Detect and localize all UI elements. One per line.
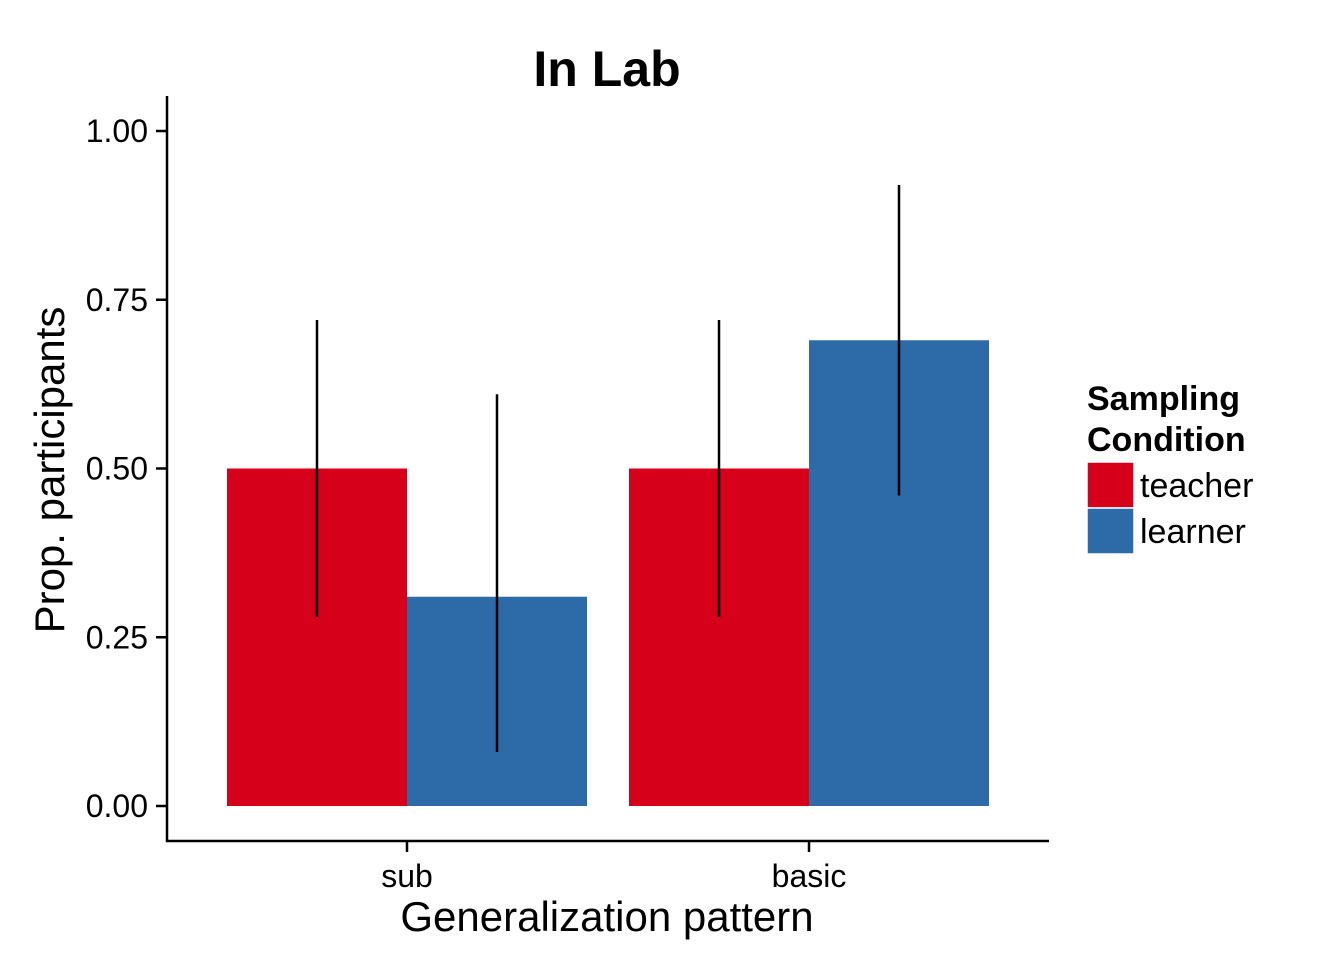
x-axis-ticks: sub basic — [381, 841, 846, 894]
legend-swatch-teacher — [1086, 461, 1135, 509]
y-tick-label: 0.50 — [86, 451, 148, 487]
legend: Sampling Condition teacher learner — [1086, 380, 1253, 555]
x-tick-label: sub — [381, 858, 433, 894]
chart-title: In Lab — [533, 41, 680, 97]
y-tick-label: 1.00 — [86, 113, 148, 149]
legend-swatch-learner — [1086, 507, 1135, 555]
y-tick-label: 0.75 — [86, 282, 148, 318]
legend-title-line1: Sampling — [1087, 380, 1240, 418]
x-tick-label: basic — [772, 858, 847, 894]
y-axis-ticks: 0.00 0.25 0.50 0.75 1.00 — [86, 113, 167, 824]
legend-label-teacher: teacher — [1140, 467, 1253, 505]
legend-title-line2: Condition — [1087, 421, 1246, 459]
y-tick-label: 0.00 — [86, 788, 148, 824]
legend-items: teacher learner — [1086, 461, 1253, 555]
x-axis-title: Generalization pattern — [400, 893, 813, 940]
legend-label-learner: learner — [1140, 513, 1246, 551]
y-tick-label: 0.25 — [86, 619, 148, 655]
y-axis-title: Prop. participants — [26, 307, 73, 634]
plot-area — [227, 185, 989, 806]
